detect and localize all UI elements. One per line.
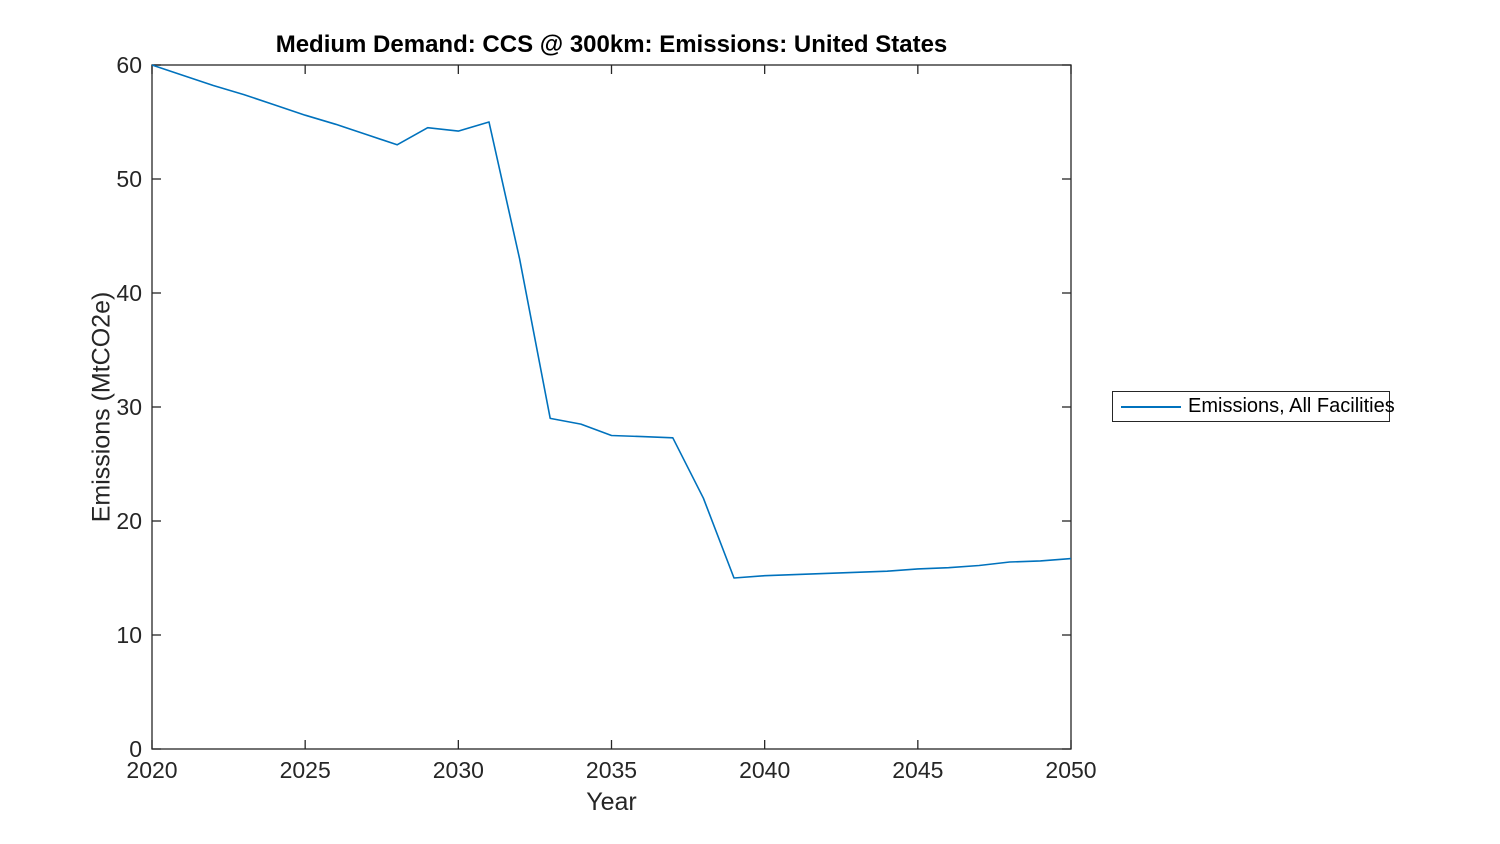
axis-ticks — [151, 64, 1072, 750]
y-tick-label: 30 — [116, 394, 142, 420]
x-tick-label: 2030 — [432, 757, 484, 783]
chart-title: Medium Demand: CCS @ 300km: Emissions: U… — [275, 31, 948, 58]
x-tick-label: 2025 — [279, 757, 331, 783]
series-line — [151, 64, 1072, 579]
legend: Emissions, All Facilities — [1112, 391, 1395, 422]
x-tick-label: 2035 — [585, 757, 638, 783]
y-tick-label: 50 — [116, 166, 142, 192]
y-tick-label: 0 — [129, 736, 142, 762]
x-tick-label: 2045 — [892, 757, 944, 783]
plot-box — [151, 64, 1072, 750]
x-axis-label: Year — [586, 788, 637, 816]
legend-line-sample-icon — [1121, 405, 1181, 408]
y-tick-label: 40 — [116, 280, 142, 306]
x-tick-label: 2050 — [1045, 757, 1097, 783]
y-tick-label: 10 — [116, 622, 142, 648]
y-tick-label: 20 — [116, 508, 142, 534]
legend-entry-label: Emissions, All Facilities — [1188, 395, 1395, 417]
x-tick-label: 2020 — [126, 757, 178, 783]
x-tick-label: 2040 — [739, 757, 791, 783]
y-tick-label: 60 — [116, 52, 142, 78]
